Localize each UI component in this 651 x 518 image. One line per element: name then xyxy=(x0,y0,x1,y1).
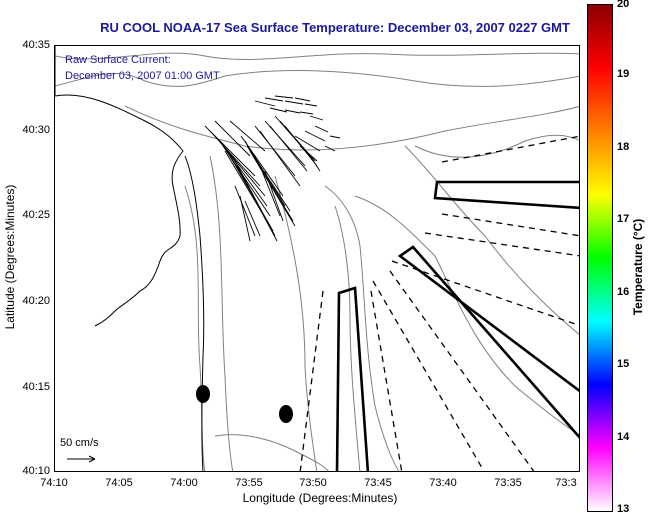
colorbar xyxy=(587,4,613,512)
x-tick-label: 73:50 xyxy=(299,477,327,489)
current-label: Raw Surface Current: xyxy=(65,54,171,66)
colorbar-tick: 14 xyxy=(617,431,630,443)
map-plot-area xyxy=(54,45,580,472)
colorbar-tick: 16 xyxy=(617,286,630,298)
coastline xyxy=(55,94,184,327)
x-tick-label: 73:55 xyxy=(235,477,263,489)
y-tick-label: 40:15 xyxy=(22,381,50,393)
current-vectors xyxy=(204,95,341,242)
scale-arrow xyxy=(67,455,96,463)
x-axis-label: Longitude (Degrees:Minutes) xyxy=(242,491,398,505)
y-tick-label: 40:25 xyxy=(22,209,50,221)
x-tick-label: 73:45 xyxy=(364,477,392,489)
x-tick-label: 74:10 xyxy=(40,477,68,489)
colorbar-tick: 18 xyxy=(617,141,630,153)
colorbar-tick: 17 xyxy=(617,213,630,225)
colorbar-tick: 19 xyxy=(617,68,630,80)
transect-boxes xyxy=(335,180,579,471)
colorbar-label: Temperature (°C) xyxy=(631,218,645,316)
x-tick-label: 73:3 xyxy=(555,477,577,489)
y-tick-label: 40:20 xyxy=(22,295,50,307)
map-svg xyxy=(55,46,579,471)
x-tick-label: 74:05 xyxy=(105,477,133,489)
x-tick-label: 74:00 xyxy=(170,477,198,489)
y-axis-label: Latitude (Degrees:Minutes) xyxy=(3,184,17,330)
colorbar-tick: 20 xyxy=(617,0,630,10)
marker-dot xyxy=(196,385,210,403)
bathymetry-contours xyxy=(55,52,579,471)
colorbar-tick: 13 xyxy=(617,503,630,515)
colorbar-tick: 15 xyxy=(617,358,630,370)
coastline-barrier-island xyxy=(184,155,205,471)
x-tick-label: 73:40 xyxy=(429,477,457,489)
y-tick-label: 40:30 xyxy=(22,124,50,136)
y-tick-label: 40:10 xyxy=(22,465,50,477)
dashed-transect-lines xyxy=(299,135,579,471)
marker-dot xyxy=(279,405,293,423)
current-timestamp: December 03, 2007 01:00 GMT xyxy=(65,70,220,82)
y-tick-label: 40:35 xyxy=(22,39,50,51)
x-tick-label: 73:35 xyxy=(494,477,522,489)
scale-label: 50 cm/s xyxy=(60,437,99,449)
chart-title: RU COOL NOAA-17 Sea Surface Temperature:… xyxy=(100,20,570,35)
